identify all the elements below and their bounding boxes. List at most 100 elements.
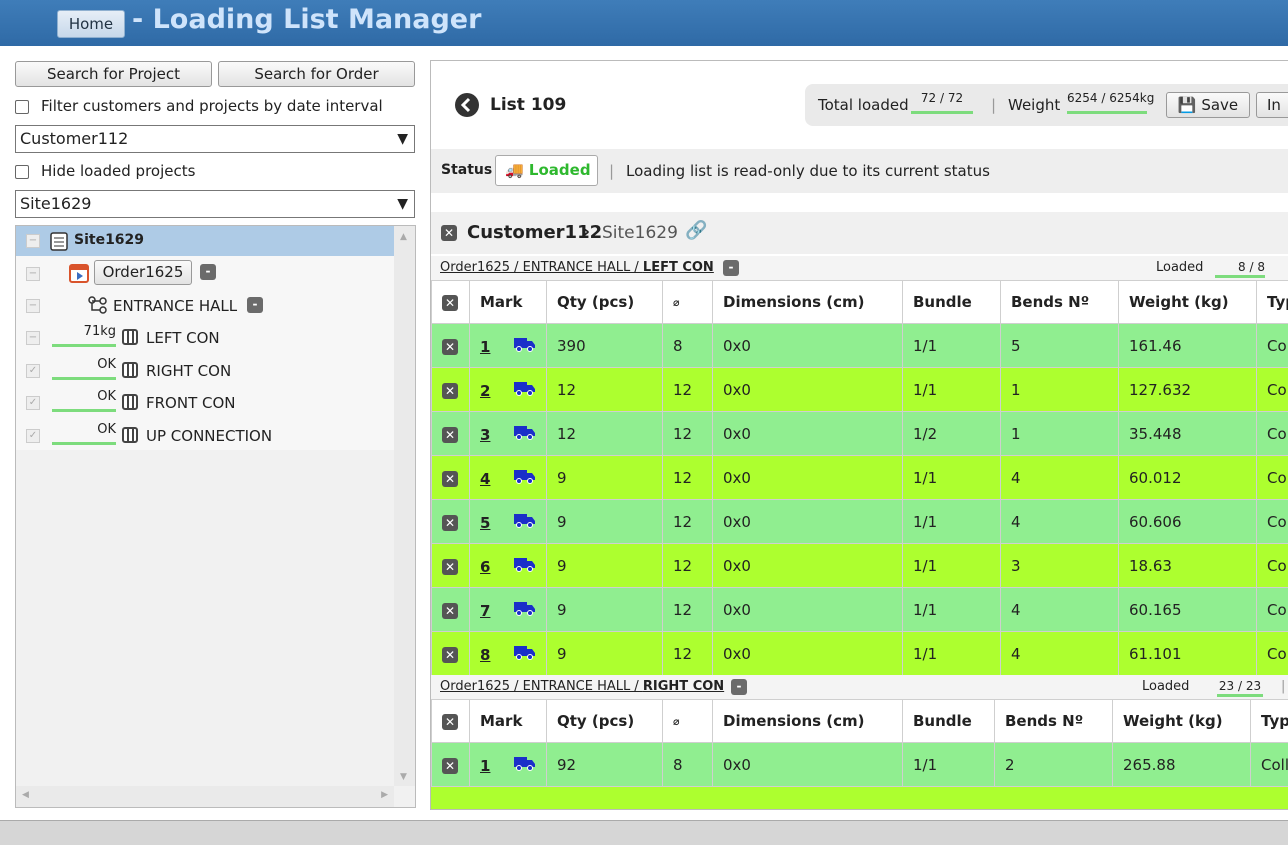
cell: 9 [547, 456, 663, 500]
hide-loaded-checkbox[interactable] [15, 165, 29, 179]
mark-link[interactable]: 2 [480, 382, 514, 400]
remove-button[interactable]: ✕ [442, 559, 458, 575]
link-icon[interactable]: 🔗 [685, 220, 707, 241]
dropdown-arrow: ▼ [397, 126, 408, 152]
remove-button[interactable]: ✕ [442, 758, 458, 774]
tree-checkbox[interactable]: ✓ [26, 364, 40, 378]
column-header: Weight (kg) [1119, 281, 1257, 324]
group-link[interactable]: Order1625 / ENTRANCE HALL / LEFT CON [440, 257, 714, 279]
customer-select[interactable]: Customer112 ▼ [15, 125, 415, 153]
cell: 2 [470, 368, 547, 412]
collapse-button[interactable]: - [731, 679, 747, 695]
hierarchy-icon [88, 296, 108, 314]
list-icon [49, 231, 69, 251]
cell-text: 161.46 [1129, 337, 1182, 355]
mark-link[interactable]: 6 [480, 558, 514, 576]
remove-button[interactable]: ✕ [441, 225, 457, 241]
cell-text: 0x0 [723, 645, 751, 663]
cell-text: 9 [557, 469, 567, 487]
mark-link[interactable]: 4 [480, 470, 514, 488]
mark-link[interactable]: 8 [480, 646, 514, 664]
status-badge: 🚚 Loaded [495, 155, 598, 186]
collapse-button[interactable]: - [200, 264, 216, 280]
cell-text: 4 [1011, 469, 1021, 487]
tree-checkbox[interactable]: ✓ [26, 396, 40, 410]
customer-value: Customer112 [20, 129, 128, 148]
collapse-button[interactable]: - [723, 260, 739, 276]
cell: 9 [547, 500, 663, 544]
column-header: Weight (kg) [1113, 700, 1251, 743]
remove-all-button[interactable]: ✕ [442, 295, 458, 311]
summary-bar: Total loaded 72 / 72 | Weight 6254 / 625… [805, 84, 1288, 126]
tree-checkbox[interactable]: − [26, 299, 40, 313]
cell: 6 [470, 544, 547, 588]
mark-link[interactable]: 3 [480, 426, 514, 444]
order-button[interactable]: Order1625 [94, 260, 192, 285]
mark-link[interactable]: 7 [480, 602, 514, 620]
cell-text: 265.88 [1123, 756, 1176, 774]
item-status: 71kg [52, 324, 116, 339]
remove-button[interactable]: ✕ [442, 471, 458, 487]
group-part: RIGHT CON [643, 679, 724, 694]
mark-link[interactable]: 1 [480, 757, 514, 775]
cell-text: 8 [673, 337, 683, 355]
site-select[interactable]: Site1629▼ [15, 190, 415, 218]
cell: 265.88 [1113, 743, 1251, 787]
dropdown-arrow: ▼ [397, 191, 408, 217]
remove-button[interactable]: ✕ [442, 603, 458, 619]
remove-button[interactable]: ✕ [442, 647, 458, 663]
cell: 0x0 [713, 456, 903, 500]
save-button[interactable]: 💾 Save [1166, 92, 1250, 118]
cell: 35.448 [1119, 412, 1257, 456]
cell-text: Col [1267, 425, 1288, 443]
filter-checkbox[interactable] [15, 100, 29, 114]
total-loaded-label: Total loaded [818, 96, 909, 114]
group-link[interactable]: Order1625 / ENTRANCE HALL / RIGHT CON [440, 676, 724, 698]
search-project-button[interactable]: Search for Project [15, 61, 212, 87]
group-path: Order1625 / ENTRANCE HALL / [440, 260, 643, 275]
column-header: Bundle [903, 700, 995, 743]
search-order-button[interactable]: Search for Order [218, 61, 415, 87]
mark-link[interactable]: 1 [480, 338, 514, 356]
cell-text: 12 [557, 425, 576, 443]
mark-link[interactable]: 5 [480, 514, 514, 532]
cell-text: 0x0 [723, 381, 751, 399]
cell-text: 390 [557, 337, 586, 355]
item-name: LEFT CON [146, 329, 220, 347]
list-panel: List 109 Total loaded 72 / 72 | Weight 6… [430, 60, 1288, 810]
item-status: OK [52, 422, 116, 437]
status-label: Status [441, 162, 492, 178]
cell: 8 [663, 324, 713, 368]
remove-button[interactable]: ✕ [442, 427, 458, 443]
tree-site-row[interactable]: − Site1629 [16, 226, 394, 256]
remove-button[interactable]: ✕ [442, 515, 458, 531]
column-header: Mark [470, 700, 547, 743]
status-note: Loading list is read-only due to its cur… [626, 162, 990, 180]
collapse-button[interactable]: - [247, 297, 263, 313]
cell: 0x0 [713, 632, 903, 676]
item-name: FRONT CON [146, 394, 236, 412]
remove-button[interactable]: ✕ [442, 383, 458, 399]
group-path: Order1625 / ENTRANCE HALL / [440, 679, 643, 694]
remove-button[interactable]: ✕ [442, 339, 458, 355]
cell: 1/1 [903, 544, 1001, 588]
tree-hall-label: ENTRANCE HALL [113, 297, 237, 315]
extra-button[interactable]: In [1256, 92, 1288, 118]
cell-text: 1/1 [913, 557, 937, 575]
cell: 12 [663, 588, 713, 632]
h-scrollbar: ◀▶ [16, 786, 394, 807]
remove-all-button[interactable]: ✕ [442, 714, 458, 730]
progress-bar [1217, 694, 1263, 697]
item-icon [122, 362, 138, 378]
home-button[interactable]: Home [57, 10, 125, 38]
column-header: Dimensions (cm) [713, 281, 903, 324]
tree-checkbox[interactable]: − [26, 331, 40, 345]
cell-text: 0x0 [723, 601, 751, 619]
back-button[interactable] [455, 93, 479, 117]
tree-checkbox[interactable]: − [26, 234, 40, 248]
tree-checkbox[interactable]: − [26, 267, 40, 281]
tree-checkbox[interactable]: ✓ [26, 429, 40, 443]
